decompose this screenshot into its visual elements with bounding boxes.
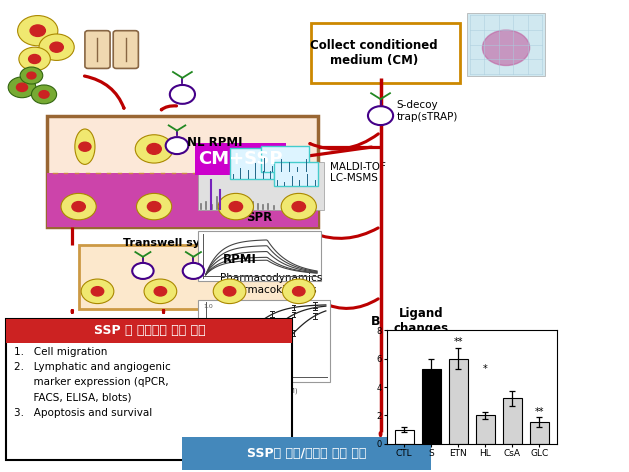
Circle shape (27, 72, 36, 79)
Circle shape (91, 287, 104, 296)
FancyBboxPatch shape (85, 31, 110, 68)
Text: 1.   Cell migration
2.   Lymphatic and angiogenic
      marker expression (qPCR,: 1. Cell migration 2. Lymphatic and angio… (14, 347, 170, 418)
Bar (6, 319, 292, 460)
Circle shape (368, 106, 393, 125)
Circle shape (61, 194, 96, 220)
Circle shape (72, 202, 86, 211)
Text: NL RPMI: NL RPMI (187, 136, 243, 149)
Text: **: ** (535, 407, 544, 417)
Text: Pharmacodynamics
Pharmacokinetics: Pharmacodynamics Pharmacokinetics (220, 273, 322, 295)
Circle shape (132, 263, 153, 279)
Text: Collect conditioned
medium (CM): Collect conditioned medium (CM) (310, 39, 438, 67)
Bar (6, 319, 292, 343)
Bar (195, 143, 286, 175)
Bar (79, 245, 308, 309)
Circle shape (154, 287, 167, 296)
Circle shape (29, 55, 40, 63)
Circle shape (39, 91, 49, 98)
Bar (198, 162, 324, 210)
FancyBboxPatch shape (311, 23, 460, 83)
Text: RPMI: RPMI (223, 253, 256, 266)
Text: S-decoy
trap(sTRAP): S-decoy trap(sTRAP) (396, 100, 458, 122)
Text: *: * (483, 364, 487, 374)
Text: **: ** (454, 337, 463, 346)
Bar (198, 231, 321, 281)
Circle shape (39, 34, 74, 60)
Bar (182, 437, 431, 470)
Circle shape (170, 85, 195, 104)
Text: SSP의 물리/약리적 효과 판정: SSP의 물리/약리적 효과 판정 (247, 447, 366, 460)
Circle shape (144, 279, 177, 303)
Bar (47, 188, 318, 227)
Circle shape (292, 202, 306, 211)
Circle shape (182, 263, 204, 279)
Text: Concentration (pM): Concentration (pM) (230, 388, 298, 395)
Bar (274, 162, 318, 186)
Text: SPR: SPR (247, 211, 272, 224)
Bar (47, 173, 318, 188)
Circle shape (20, 67, 43, 84)
Circle shape (165, 137, 188, 154)
Circle shape (223, 287, 236, 296)
Text: CM+SSP: CM+SSP (198, 150, 283, 168)
Bar (261, 146, 309, 172)
Bar (394, 430, 414, 444)
Circle shape (218, 194, 253, 220)
Circle shape (136, 194, 172, 220)
Bar (530, 422, 549, 444)
Bar (448, 359, 468, 444)
Bar (476, 415, 495, 444)
Circle shape (135, 135, 173, 163)
Ellipse shape (75, 129, 95, 164)
Circle shape (229, 202, 243, 211)
Circle shape (8, 77, 36, 98)
FancyBboxPatch shape (113, 31, 138, 68)
Circle shape (213, 279, 246, 303)
Circle shape (30, 25, 45, 36)
Bar (503, 398, 522, 444)
Text: Transwell system: Transwell system (123, 238, 231, 248)
Circle shape (282, 279, 315, 303)
Circle shape (292, 287, 305, 296)
Circle shape (18, 16, 58, 46)
Text: 1.0: 1.0 (203, 304, 213, 310)
Circle shape (482, 30, 530, 66)
Bar (467, 13, 545, 76)
Text: 0: 0 (203, 375, 207, 380)
Text: SSP 의 생물학적 효과 판정: SSP 의 생물학적 효과 판정 (94, 324, 205, 337)
Circle shape (81, 279, 114, 303)
Circle shape (147, 143, 161, 154)
Text: Ligand
changes: Ligand changes (393, 307, 448, 335)
Text: MALDI-TOF
LC-MSMS: MALDI-TOF LC-MSMS (330, 161, 386, 183)
Bar (230, 148, 274, 179)
Circle shape (281, 194, 316, 220)
Circle shape (50, 42, 64, 52)
Circle shape (16, 83, 28, 92)
Text: B: B (371, 315, 381, 328)
Circle shape (19, 47, 50, 71)
Circle shape (79, 142, 91, 151)
Circle shape (31, 85, 57, 104)
Circle shape (147, 202, 161, 211)
Bar (421, 369, 441, 444)
Bar (47, 116, 318, 227)
Bar (198, 300, 330, 382)
